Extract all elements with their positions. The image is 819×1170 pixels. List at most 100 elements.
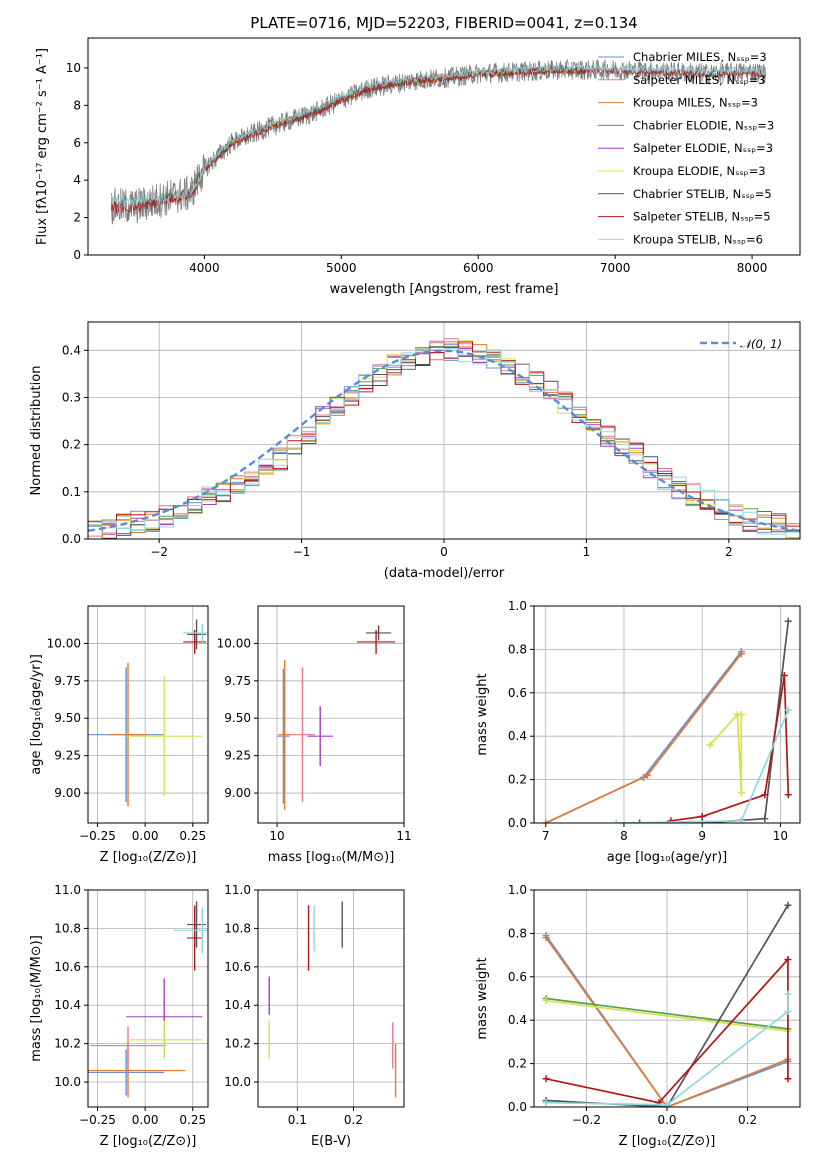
weight-vs-age-xlabel: age [log₁₀(age/yr)] (607, 850, 728, 865)
weight-vs-Z-marker-6-3 (784, 990, 792, 998)
mass-vs-Z-ylabel: mass [log₁₀(M/M⊙)] (29, 935, 44, 1062)
residuals-plot-area (88, 338, 800, 539)
mass-vs-EBV-ytick-label-1: 10.2 (224, 1037, 251, 1051)
weight-vs-Z-series-3 (545, 999, 789, 1032)
spectrum-panel: 4000 5000 6000 7000 8000 0 2 4 6 8 10 wavelength [A… (35, 37, 801, 297)
weight-vs-Z-ytick-label-0: 0.0 (508, 1100, 527, 1114)
age-vs-Z-ylabel: age [log₁₀(age/yr)] (29, 654, 44, 775)
weight-vs-age-marker-3-0 (636, 819, 644, 823)
weight-vs-Z-marker-5-2 (784, 955, 792, 963)
legend-entry-8: Kroupa STELIB, Nₛₛₚ=6 (633, 232, 763, 246)
spectrum-series-2 (141, 64, 586, 210)
weight-vs-age-series-0 (545, 651, 742, 823)
spectrum-xtick-label-3: 7000 (600, 261, 631, 275)
weight-vs-age-xtick-label-3: 10 (773, 829, 788, 843)
spectrum-ytick-label-3: 6 (73, 136, 81, 150)
weight-vs-age-marker-1-0 (542, 819, 550, 823)
weight-vs-Z-series-2 (545, 997, 789, 1030)
legend-entry-2: Kroupa MILES, Nₛₛₚ=3 (633, 96, 758, 110)
weight-vs-age-ytick-label-5: 1.0 (508, 599, 527, 613)
age-vs-mass-ytick-label-4: 10.00 (217, 636, 251, 650)
spectrum-ytick-label-1: 2 (73, 211, 81, 225)
weight-vs-age-xtick-label-2: 9 (698, 829, 706, 843)
weight-vs-age-ytick-label-1: 0.2 (508, 773, 527, 787)
mass-vs-EBV-plot-area (268, 901, 397, 1098)
weight-vs-Z-marker-5-3 (784, 1075, 792, 1083)
mass-vs-Z-ytick-label-0: 10.0 (54, 1075, 81, 1089)
gaussian-legend-label: 𝒩(0, 1) (740, 337, 782, 351)
weight-vs-Z-xtick-label-1: 0.0 (657, 1113, 676, 1127)
age-vs-Z-xlabel: Z [log₁₀(Z/Z⊙)] (100, 850, 197, 865)
spectrum-xlabel: wavelength [Angstrom, rest frame] (330, 282, 559, 297)
weight-vs-Z-plot-area (542, 901, 792, 1107)
weight-vs-Z-marker-6-1 (663, 1101, 671, 1107)
age-vs-mass-frame (257, 605, 405, 824)
weight-vs-age-marker-5-0 (612, 819, 620, 823)
weight-vs-Z-marker-1-0 (542, 934, 550, 942)
age-vs-Z-ytick-label-1: 9.25 (54, 749, 81, 763)
legend-entry-0: Chabrier MILES, Nₛₛₚ=3 (633, 50, 767, 64)
weight-vs-age-ytick-label-3: 0.6 (508, 686, 527, 700)
weight-vs-Z-ytick-label-5: 1.0 (508, 883, 527, 897)
mass-vs-Z-ytick-label-1: 10.2 (54, 1037, 81, 1051)
spectrum-series-7 (110, 66, 766, 213)
mass-vs-EBV-panel: 0.1 0.2 10.0 10.2 10.4 10.6 10.8 11.0 E(B-V) (224, 883, 405, 1149)
weight-vs-Z-series-5 (545, 957, 789, 1104)
weight-vs-age-marker-1-1 (643, 771, 651, 779)
residuals-ytick-label-0: 0.0 (62, 532, 81, 546)
weight-vs-age-marker-5-2 (784, 706, 792, 714)
weight-vs-age-xtick-label-1: 8 (620, 829, 628, 843)
weight-vs-Z-series-6 (546, 994, 789, 1106)
spectrum-xtick-label-4: 8000 (737, 261, 768, 275)
weight-vs-Z-ytick-label-3: 0.6 (508, 970, 527, 984)
age-vs-Z-panel: −0.25 0.00 0.25 9.00 9.25 9.50 9.75 10.00 Z [log… (29, 605, 209, 865)
legend-entry-7: Salpeter STELIB, Nₛₛₚ=5 (633, 210, 771, 224)
weight-vs-age-marker-2-3 (737, 711, 745, 718)
weight-vs-age-marker-4-3 (780, 671, 788, 679)
age-vs-mass-plot-area (277, 625, 396, 810)
weight-vs-age-frame (533, 605, 801, 824)
spectrum-ytick-label-0: 0 (73, 248, 81, 262)
age-vs-Z-frame (87, 605, 209, 824)
age-vs-mass-xlabel: mass [log₁₀(M/M⊙)] (268, 850, 395, 865)
mass-vs-EBV-frame (257, 889, 405, 1108)
residuals-xtick-label-2: 0 (440, 545, 448, 559)
mass-vs-Z-ytick-label-4: 10.8 (54, 921, 81, 935)
weight-vs-age-ytick-label-4: 0.8 (508, 642, 527, 656)
spectrum-series-8 (110, 63, 766, 206)
spectrum-ytick-label-5: 10 (66, 61, 81, 75)
spectrum-frame (87, 37, 801, 256)
mass-vs-EBV-xtick-label-0: 0.1 (288, 1113, 307, 1127)
weight-vs-age-marker-2-2 (737, 789, 745, 797)
age-vs-Z-ytick-label-4: 10.00 (47, 636, 81, 650)
residuals-ytick-label-4: 0.4 (62, 343, 81, 357)
weight-vs-age-ytick-label-0: 0.0 (508, 816, 527, 830)
mass-vs-Z-xlabel: Z [log₁₀(Z/Z⊙)] (100, 1134, 197, 1149)
age-vs-Z-ytick-label-3: 9.75 (54, 674, 81, 688)
mass-vs-Z-plot-area (88, 901, 208, 1098)
mass-vs-Z-ytick-label-3: 10.6 (54, 960, 81, 974)
weight-vs-Z-series-1 (545, 937, 789, 1107)
mass-vs-Z-frame (87, 889, 209, 1108)
age-vs-mass-ytick-label-0: 9.00 (224, 786, 251, 800)
gaussian-curve (88, 349, 798, 532)
spectrum-xtick-label-2: 6000 (463, 261, 494, 275)
age-vs-Z-ytick-label-2: 9.50 (54, 711, 81, 725)
legend-entry-3: Chabrier ELODIE, Nₛₛₚ=3 (633, 118, 774, 132)
residuals-xtick-label-0: −2 (150, 545, 168, 559)
residuals-xtick-label-4: 2 (725, 545, 733, 559)
weight-vs-age-marker-3-3 (784, 617, 792, 625)
spectrum-xtick-label-0: 4000 (189, 261, 220, 275)
mass-vs-Z-panel: −0.25 0.00 0.25 10.0 10.2 10.4 10.6 10.8 11.0 Z [… (29, 883, 209, 1149)
residuals-frame (87, 321, 801, 540)
weight-vs-age-marker-4-2 (761, 791, 769, 799)
mass-vs-Z-xtick-label-2: 0.25 (179, 1113, 206, 1127)
legend-entry-5: Kroupa ELODIE, Nₛₛₚ=3 (633, 164, 766, 178)
residual-hist-6 (88, 346, 800, 539)
legend-entry-1: Salpeter MILES, Nₛₛₚ=3 (633, 73, 766, 87)
weight-vs-Z-marker-6-2 (784, 1008, 792, 1016)
age-vs-mass-xtick-label-1: 11 (396, 829, 411, 843)
residual-hist-1 (88, 338, 800, 539)
weight-vs-Z-frame (533, 889, 801, 1108)
